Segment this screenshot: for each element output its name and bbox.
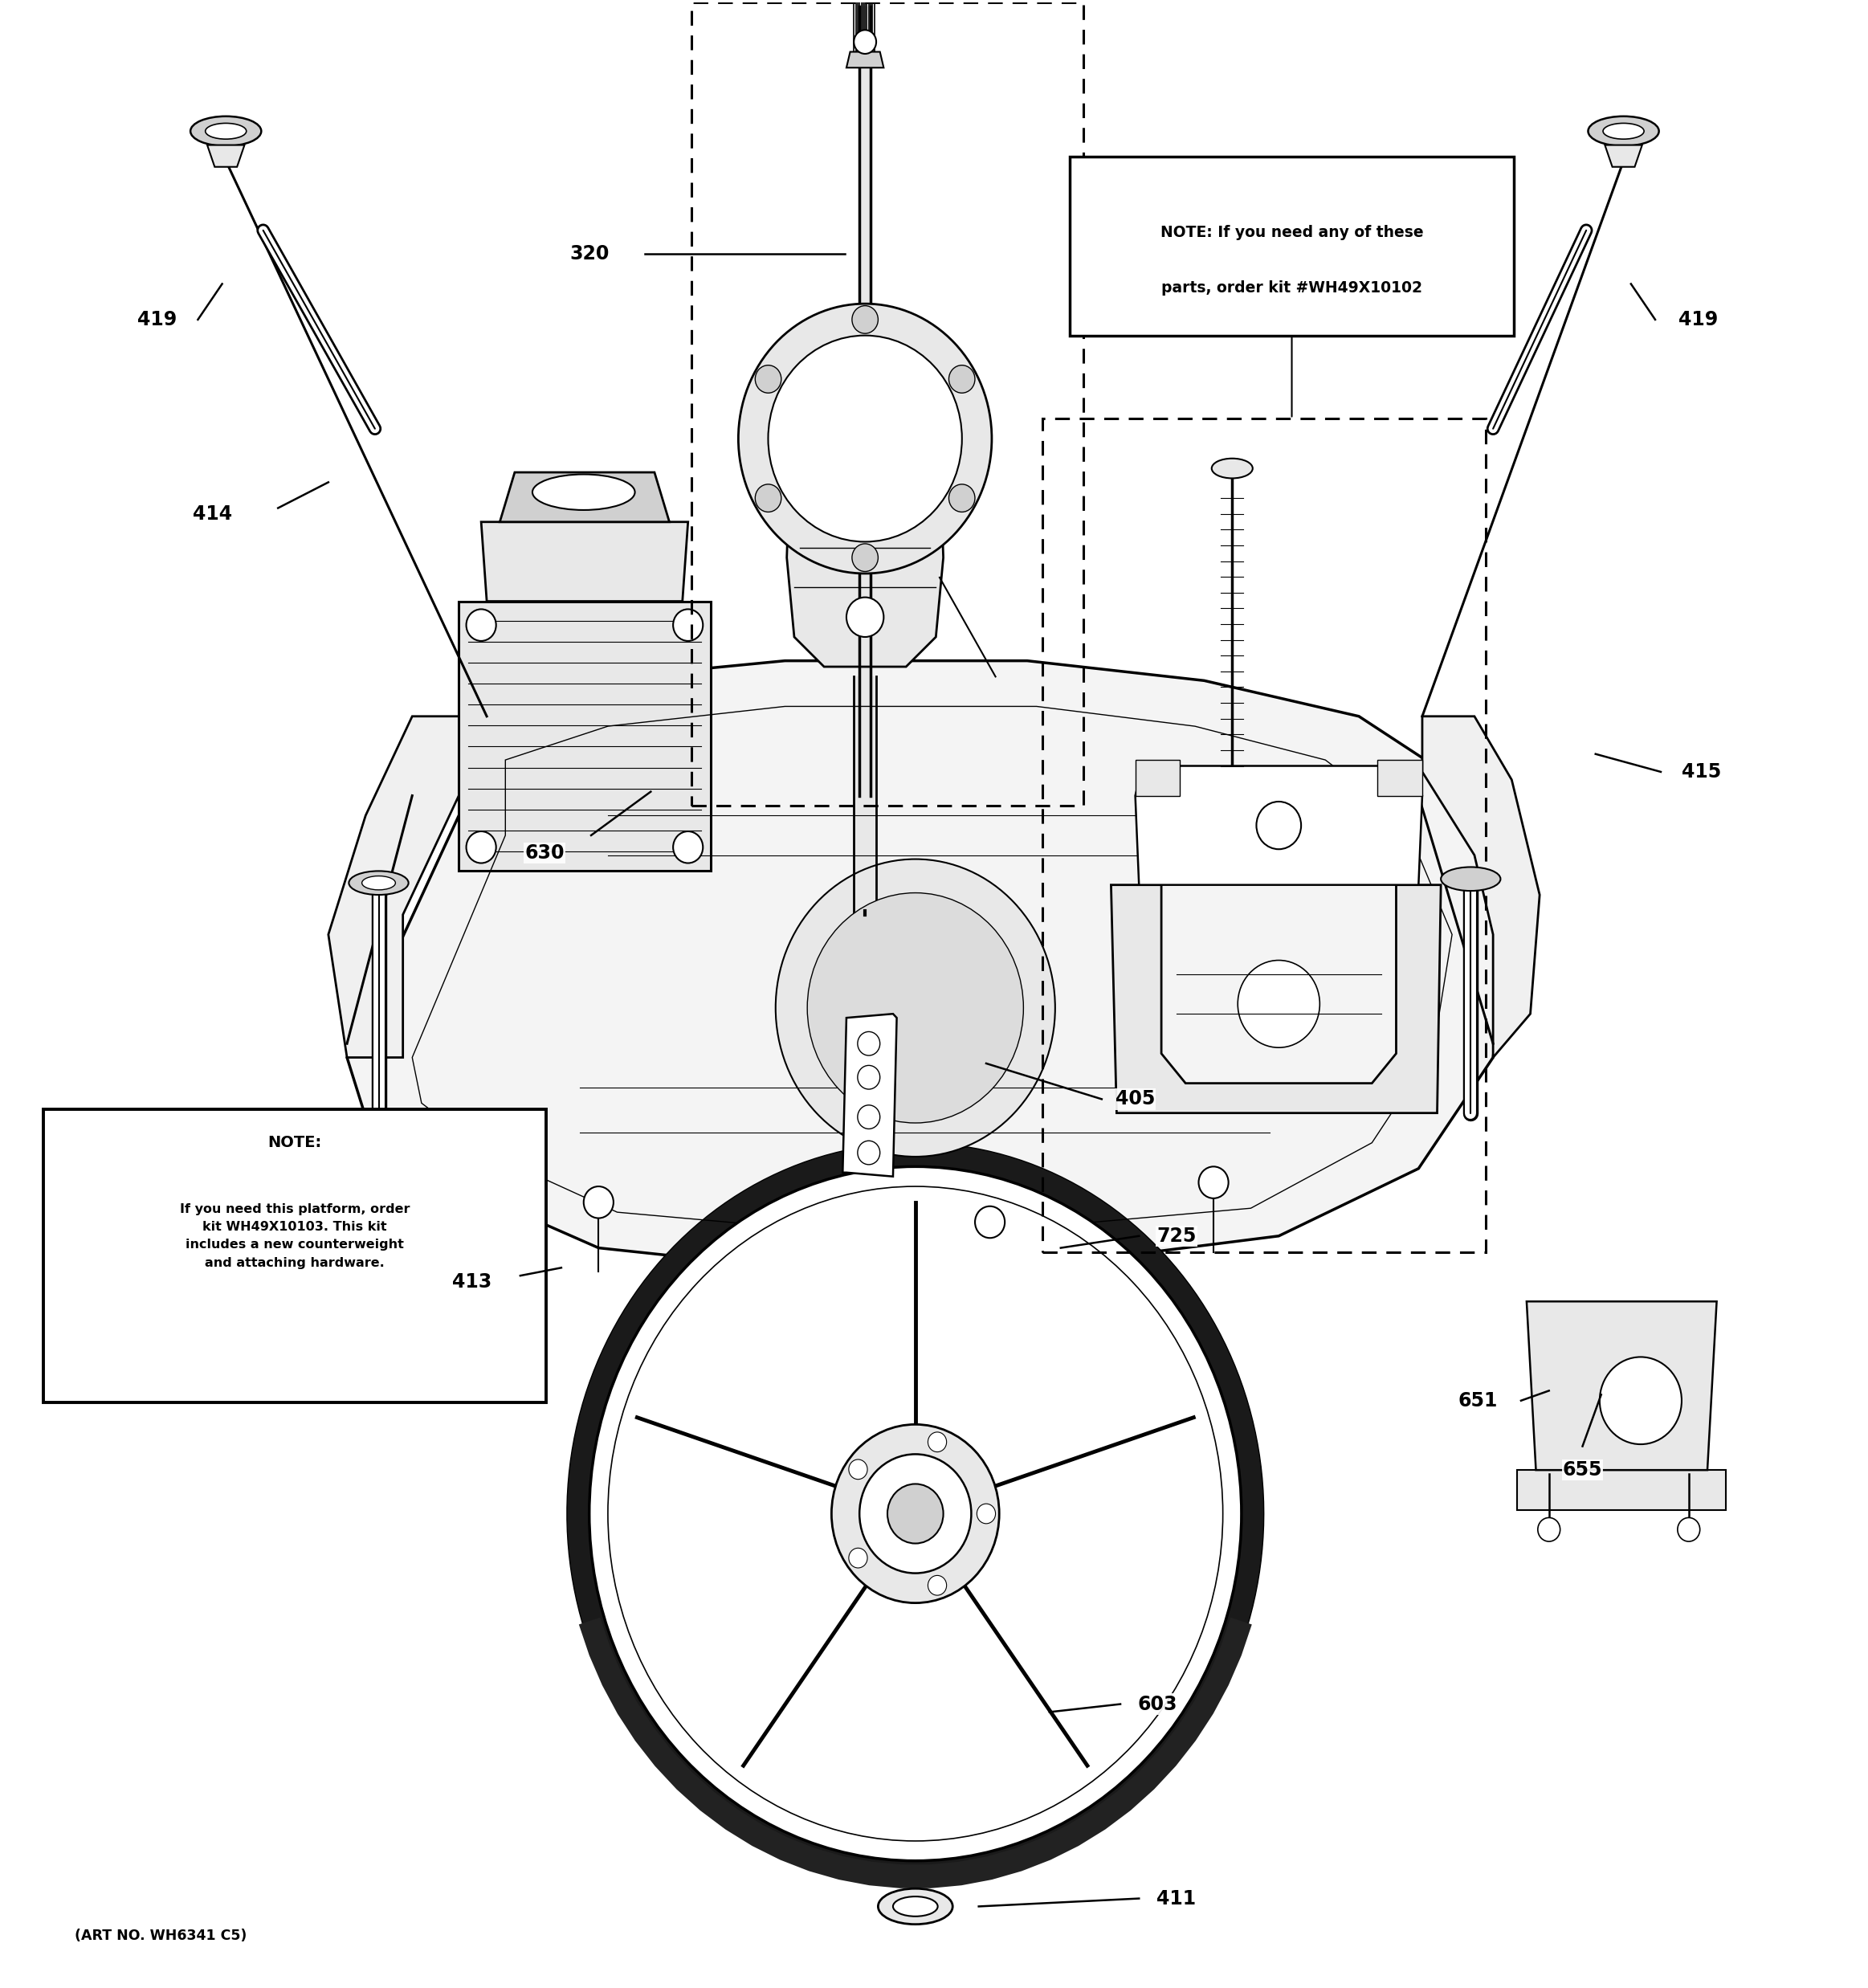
Circle shape [1537,1517,1560,1541]
Bar [1377,759,1422,795]
Circle shape [1599,1358,1681,1443]
Circle shape [949,366,975,394]
Bar [460,600,710,871]
Ellipse shape [205,123,247,139]
Text: parts, order kit #WH49X10102: parts, order kit #WH49X10102 [1162,280,1422,296]
Text: 419: 419 [1677,310,1719,330]
Circle shape [583,1187,613,1219]
Circle shape [887,1483,943,1543]
Text: 651: 651 [1459,1392,1498,1409]
Bar [43,1109,545,1404]
Polygon shape [842,1014,897,1177]
Circle shape [928,1431,947,1451]
Polygon shape [329,716,469,1058]
Polygon shape [482,523,687,600]
Text: 655: 655 [1564,1461,1603,1479]
Text: 413: 413 [452,1272,491,1292]
Ellipse shape [878,1889,953,1924]
Circle shape [755,485,781,513]
Polygon shape [347,660,1511,1268]
Circle shape [949,485,975,513]
Ellipse shape [349,871,409,895]
Text: If you need this platform, order
kit WH49X10103. This kit
includes a new counter: If you need this platform, order kit WH4… [179,1203,409,1268]
Circle shape [857,1032,880,1056]
Circle shape [857,1105,880,1129]
Circle shape [755,366,781,394]
Ellipse shape [1212,459,1253,479]
Circle shape [852,545,878,571]
Polygon shape [207,145,245,167]
Text: 414: 414 [192,505,232,523]
Circle shape [831,1425,999,1602]
Polygon shape [501,473,669,523]
Circle shape [467,831,497,863]
Bar [1517,1469,1726,1509]
Polygon shape [1605,145,1642,167]
Circle shape [588,1167,1242,1861]
Ellipse shape [191,115,262,145]
Polygon shape [846,52,884,68]
Circle shape [467,608,497,640]
Polygon shape [1422,716,1539,1058]
Circle shape [738,304,992,573]
Circle shape [768,336,962,543]
Circle shape [775,859,1055,1157]
Circle shape [977,1503,996,1523]
Circle shape [857,1141,880,1165]
Circle shape [607,1187,1224,1841]
Text: (ART NO. WH6341 C5): (ART NO. WH6341 C5) [75,1928,247,1944]
Circle shape [1677,1517,1700,1541]
Circle shape [672,831,702,863]
Circle shape [848,1459,867,1479]
Text: NOTE:: NOTE: [267,1135,321,1151]
Bar [1136,759,1181,795]
Text: 405: 405 [1115,1089,1154,1109]
Circle shape [848,1549,867,1569]
Text: 603: 603 [1138,1694,1177,1714]
Text: NOTE: If you need any of these: NOTE: If you need any of these [1160,225,1423,241]
Bar [691,2,1083,805]
Circle shape [1238,960,1321,1048]
Circle shape [859,1453,971,1573]
Ellipse shape [532,475,635,511]
Text: 630: 630 [525,843,564,863]
Text: 419: 419 [136,310,177,330]
Text: 725: 725 [1156,1227,1196,1246]
Circle shape [672,608,702,640]
Bar [1042,419,1485,1252]
Text: 411: 411 [1156,1889,1196,1908]
Text: 320: 320 [570,245,609,264]
Circle shape [852,306,878,334]
Ellipse shape [1603,123,1644,139]
Polygon shape [1526,1302,1717,1469]
Circle shape [807,893,1024,1123]
Circle shape [854,30,876,54]
Circle shape [928,1574,947,1594]
Polygon shape [566,1143,1265,1885]
Polygon shape [786,449,943,666]
Circle shape [857,1066,880,1089]
Circle shape [1257,801,1302,849]
Text: 415: 415 [1681,761,1722,781]
Polygon shape [579,1618,1252,1889]
Ellipse shape [1588,115,1659,145]
Ellipse shape [893,1897,938,1916]
Ellipse shape [362,877,396,891]
Polygon shape [1136,765,1422,885]
Circle shape [1199,1167,1229,1199]
Circle shape [975,1207,1005,1239]
Bar [1070,157,1513,336]
Circle shape [846,596,884,636]
Ellipse shape [1440,867,1500,891]
Polygon shape [1111,885,1440,1113]
